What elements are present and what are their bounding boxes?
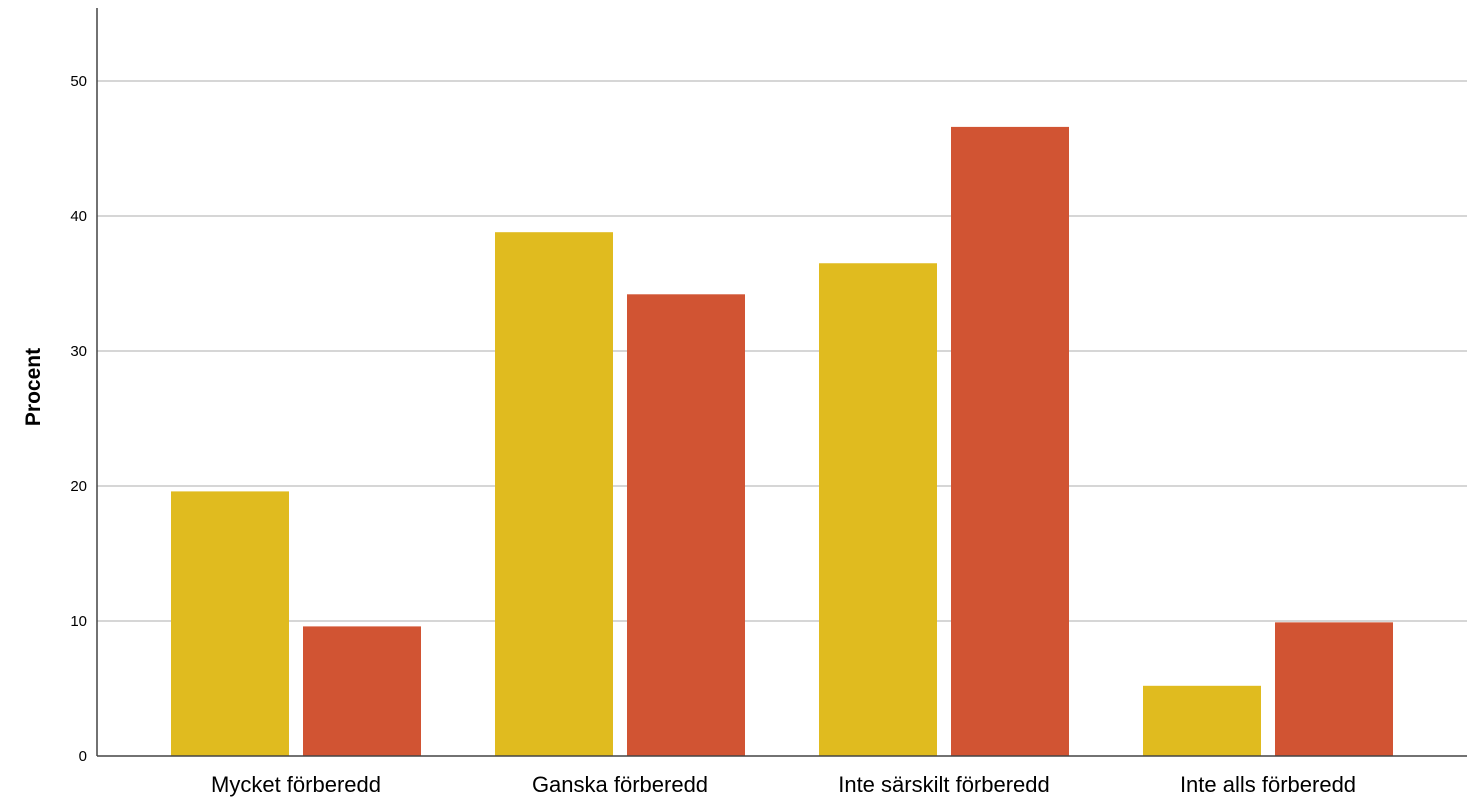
y-tick-label: 0 — [79, 748, 87, 765]
y-axis-title: Procent — [22, 348, 45, 426]
bar-2-2 — [627, 294, 745, 756]
x-category-label: Inte alls förberedd — [1180, 772, 1356, 797]
x-category-labels: Mycket förberedd Ganska förberedd Inte sär… — [211, 772, 1356, 797]
x-category-label: Mycket förberedd — [211, 772, 381, 797]
axes — [96, 8, 1467, 757]
bar-2-4 — [1275, 622, 1393, 756]
y-tick-labels: 0 10 20 30 40 50 — [70, 73, 87, 765]
x-category-label: Ganska förberedd — [532, 772, 708, 797]
y-tick-label: 30 — [70, 343, 87, 360]
bar-2-3 — [951, 126, 1069, 756]
bar-1-4 — [1143, 685, 1261, 756]
bar-2-1 — [303, 626, 421, 756]
x-category-label: Inte särskilt förberedd — [838, 772, 1050, 797]
y-tick-label: 20 — [70, 478, 87, 495]
gridlines — [97, 80, 1467, 622]
bar-1-1 — [171, 491, 289, 756]
bar-1-3 — [819, 263, 937, 756]
bars — [171, 126, 1393, 756]
bar-1-2 — [495, 232, 613, 756]
y-tick-label: 50 — [70, 73, 87, 90]
y-tick-label: 10 — [70, 613, 87, 630]
y-tick-label: 40 — [70, 208, 87, 225]
